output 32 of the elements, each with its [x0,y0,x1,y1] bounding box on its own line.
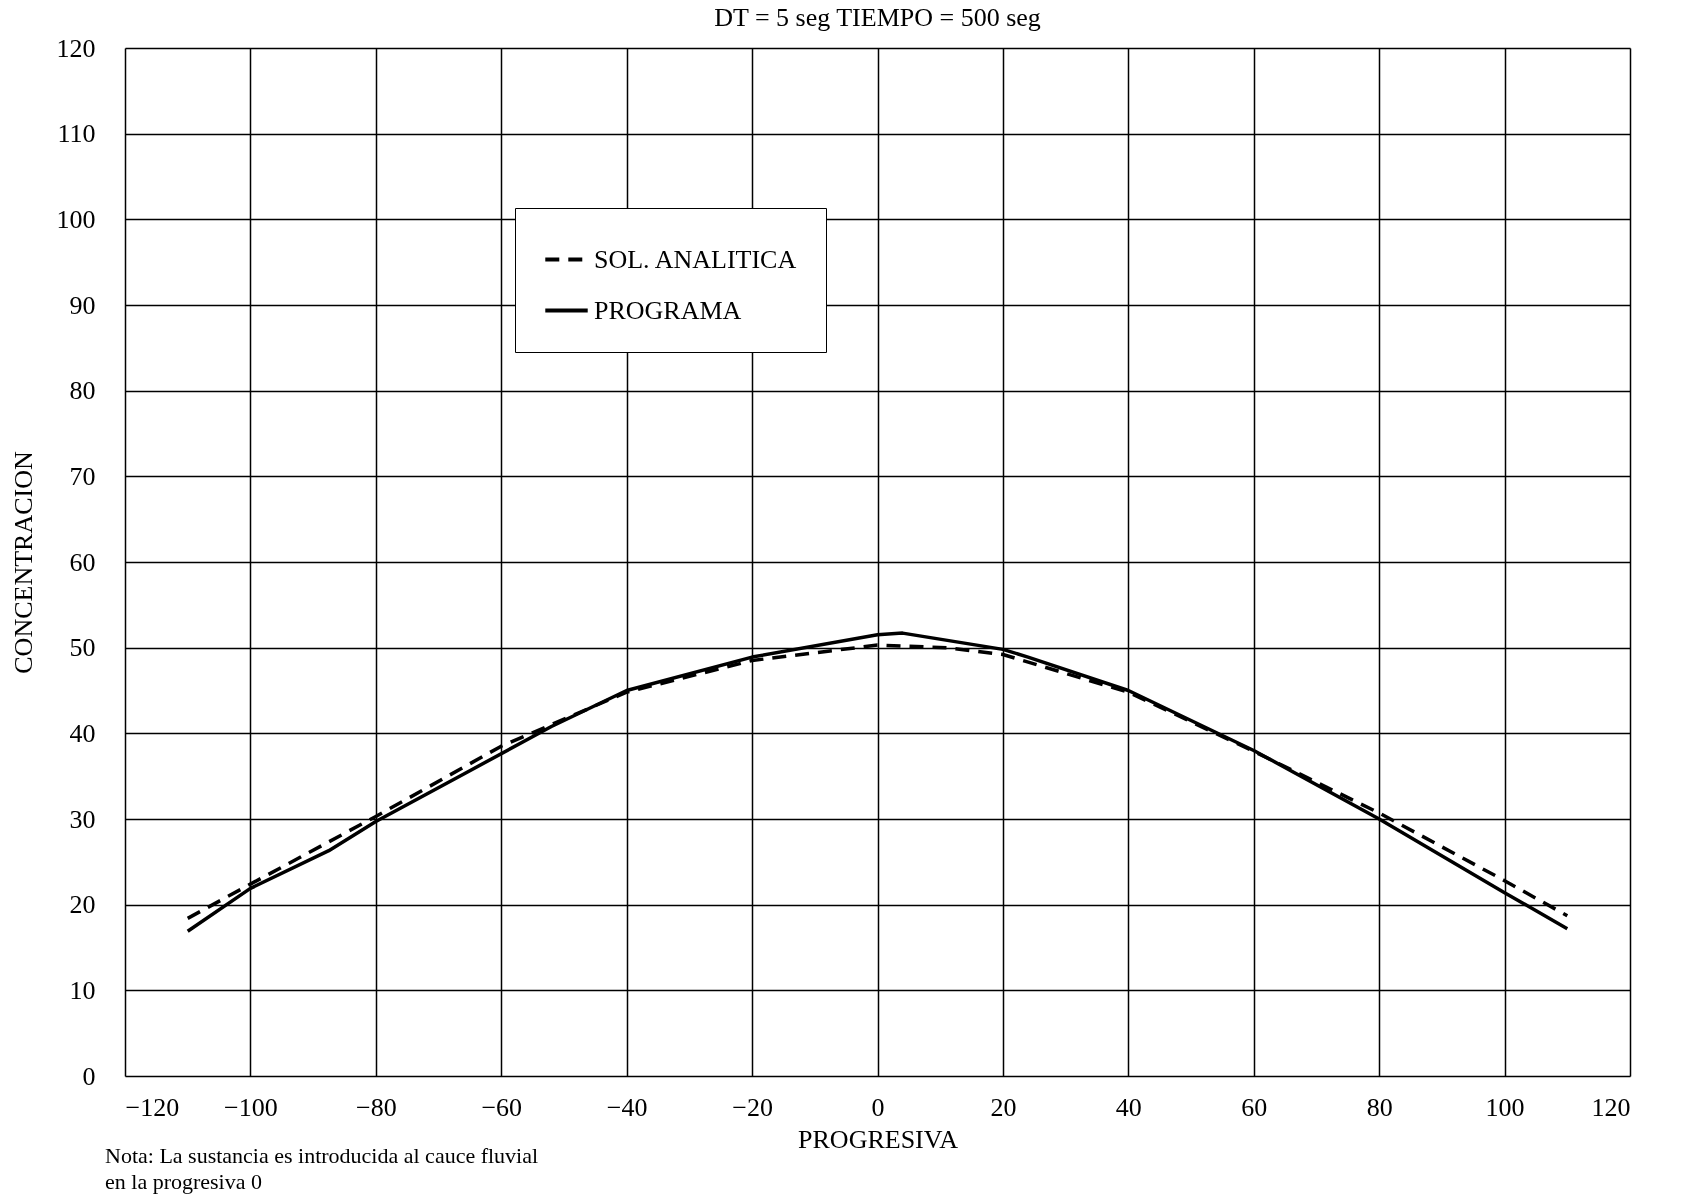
x-tick-label: −100 [224,1092,278,1122]
y-axis-title: CONCENTRACION [8,451,38,674]
x-tick-label: −80 [356,1092,397,1122]
x-tick-label: −120 [125,1092,180,1122]
y-tick-label: 50 [69,633,96,663]
x-tick-label: 60 [1241,1092,1268,1122]
y-tick-label: 10 [69,975,96,1005]
y-tick-label: 70 [69,461,96,491]
x-tick-label: −60 [481,1092,523,1122]
x-tick-label: 120 [1591,1092,1631,1122]
y-tick-label: 120 [56,33,96,63]
y-tick-label: 60 [69,547,96,577]
y-tick-label: 110 [57,119,96,149]
x-axis-title: PROGRESIVA [798,1124,959,1154]
y-tick-label: 20 [69,890,96,920]
y-tick-label: 0 [82,1061,96,1091]
y-tick-label: 40 [69,718,96,748]
x-tick-label: 40 [1115,1092,1142,1122]
y-tick-label: 90 [69,290,96,320]
chart-title: DT = 5 seg TIEMPO = 500 seg [714,3,1041,32]
legend-label: PROGRAMA [594,295,742,325]
x-tick-label: 100 [1485,1092,1525,1122]
y-tick-label: 100 [56,204,96,234]
y-tick-label: 80 [69,376,96,406]
x-tick-label: 20 [990,1092,1017,1122]
x-tick-label: 80 [1366,1092,1393,1122]
x-tick-label: −40 [606,1092,648,1122]
text: Nota: La sustancia es introducida al cauce fluvial en la progresiva 0 [105,1143,539,1194]
legend-label: SOL. ANALITICA [594,244,797,274]
y-tick-label: 30 [69,804,96,834]
x-tick-label: −20 [732,1092,773,1122]
x-tick-label: 0 [871,1092,885,1122]
